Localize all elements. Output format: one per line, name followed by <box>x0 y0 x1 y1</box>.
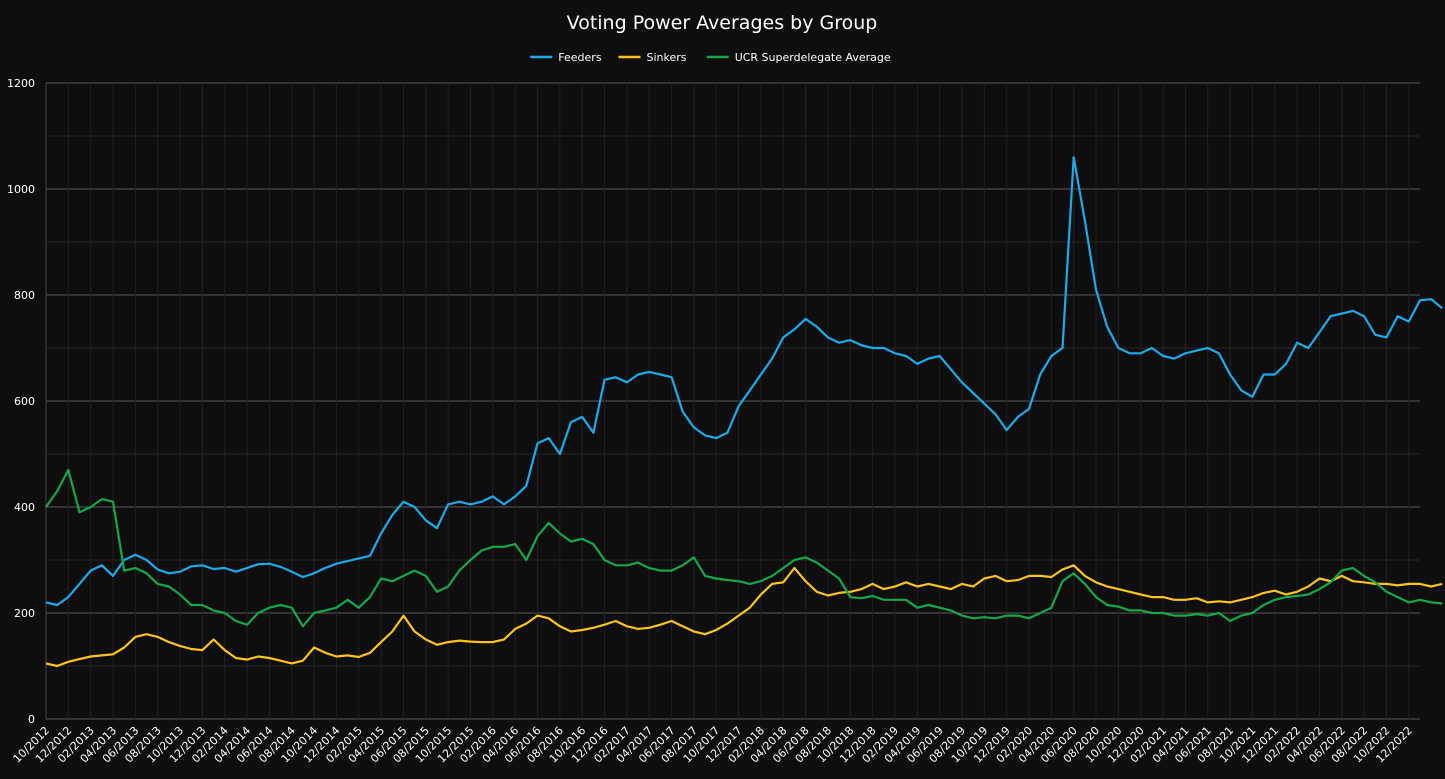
y-tick-label: 0 <box>28 713 35 726</box>
series-line-ucr-superdelegate-average <box>45 468 1443 628</box>
x-axis: 10/201212/201202/201304/201306/201308/20… <box>11 724 1415 766</box>
y-tick-label: 600 <box>14 395 35 408</box>
y-axis: 0 200 400 600 800 1000 1200 <box>7 77 35 726</box>
chart-legend: Feeders Sinkers UCR Superdelegate Average <box>530 51 891 64</box>
legend-label: Sinkers <box>647 51 687 64</box>
chart-title: Voting Power Averages by Group <box>567 12 878 34</box>
y-tick-label: 1000 <box>7 183 35 196</box>
y-tick-label: 400 <box>14 501 35 514</box>
y-tick-label: 1200 <box>7 77 35 90</box>
series-line-feeders <box>45 156 1443 607</box>
y-tick-label: 800 <box>14 289 35 302</box>
series-line-sinkers <box>45 564 1443 668</box>
legend-label: Feeders <box>558 51 602 64</box>
chart-grid <box>45 82 1420 720</box>
legend-label: UCR Superdelegate Average <box>735 51 891 64</box>
y-tick-label: 200 <box>14 607 35 620</box>
chart-series <box>45 156 1443 668</box>
